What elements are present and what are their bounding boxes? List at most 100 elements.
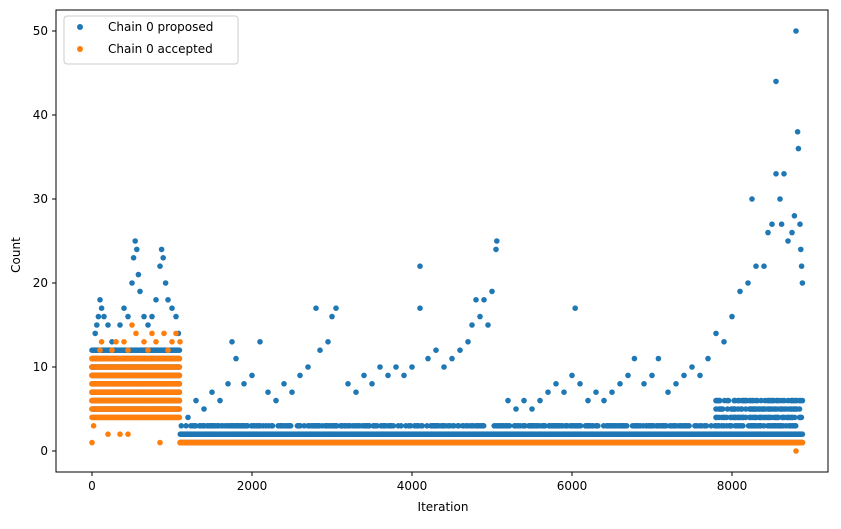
data-point (477, 313, 483, 320)
data-point (173, 313, 179, 320)
data-point (585, 397, 591, 404)
data-point (773, 78, 779, 85)
data-point (109, 347, 115, 354)
data-point (157, 263, 163, 270)
y-tick-label: 30 (33, 192, 48, 206)
data-point (686, 423, 692, 429)
data-point (153, 339, 159, 345)
data-point (105, 431, 111, 438)
data-point (729, 313, 735, 320)
data-point (393, 364, 399, 370)
data-point (457, 347, 463, 354)
data-point (595, 423, 601, 429)
data-point (217, 397, 223, 404)
data-point (145, 347, 151, 354)
data-point (441, 364, 447, 370)
data-point (165, 347, 171, 354)
data-point (489, 288, 495, 295)
data-point (92, 330, 98, 337)
data-point (778, 221, 785, 227)
data-point (785, 238, 791, 244)
data-point (781, 171, 787, 177)
y-tick-label: 20 (33, 276, 48, 290)
data-point (89, 439, 95, 446)
data-point (796, 406, 803, 412)
data-point (521, 397, 527, 404)
data-point (433, 347, 439, 354)
data-point (681, 372, 687, 379)
data-point (465, 339, 471, 345)
data-point (401, 372, 407, 379)
data-point (176, 381, 183, 387)
y-axis: 0 10 20 30 40 50 (33, 24, 56, 458)
data-point (793, 28, 799, 34)
data-point (135, 271, 142, 278)
data-point (325, 339, 331, 345)
data-point (201, 406, 207, 412)
data-point (130, 254, 137, 261)
data-point (725, 397, 732, 404)
data-point (409, 364, 415, 370)
data-point (95, 313, 102, 320)
data-point (505, 397, 511, 404)
data-point (799, 431, 806, 438)
data-point (125, 313, 131, 320)
data-point (713, 330, 719, 337)
data-point (795, 145, 802, 152)
y-tick-label: 0 (40, 444, 48, 458)
legend-marker (77, 24, 83, 30)
data-point (398, 423, 404, 429)
data-point (593, 389, 599, 396)
data-point (153, 297, 159, 303)
data-point (719, 406, 726, 412)
x-tick-label: 0 (88, 479, 96, 493)
data-point (673, 381, 679, 387)
data-point (480, 423, 487, 429)
data-point (724, 406, 731, 412)
data-point (773, 171, 779, 177)
data-point (545, 389, 551, 396)
data-point (749, 196, 755, 202)
data-point (269, 423, 276, 429)
data-point (572, 305, 578, 312)
data-point (797, 221, 803, 227)
data-point (625, 372, 631, 379)
data-point (417, 305, 423, 312)
data-point (97, 297, 103, 303)
data-point (424, 423, 430, 429)
data-point (419, 423, 426, 429)
data-point (703, 423, 710, 429)
legend-label: Chain 0 accepted (108, 42, 213, 56)
data-point (117, 431, 123, 438)
data-point (631, 355, 638, 362)
data-point (417, 263, 423, 270)
data-point (209, 389, 215, 396)
data-point (317, 347, 323, 354)
data-point (297, 423, 304, 429)
data-point (149, 313, 155, 320)
data-point (765, 229, 771, 236)
data-point (229, 339, 235, 345)
data-point (798, 414, 805, 421)
data-point (149, 330, 155, 337)
data-point (425, 355, 431, 362)
data-point (577, 423, 584, 429)
data-point (473, 297, 479, 303)
data-point (185, 414, 191, 421)
data-point (689, 364, 695, 370)
data-point (265, 389, 271, 396)
x-tick-label: 6000 (557, 479, 588, 493)
x-axis-label: Iteration (418, 500, 469, 514)
data-point (178, 423, 185, 429)
x-tick-label: 4000 (397, 479, 428, 493)
data-point (485, 322, 491, 328)
x-tick-label: 8000 (717, 479, 748, 493)
data-point (777, 196, 783, 202)
data-point (145, 322, 151, 328)
data-point (176, 406, 183, 412)
data-point (329, 313, 335, 320)
series-proposed (89, 28, 806, 446)
data-point (798, 263, 805, 270)
data-point (305, 364, 311, 370)
